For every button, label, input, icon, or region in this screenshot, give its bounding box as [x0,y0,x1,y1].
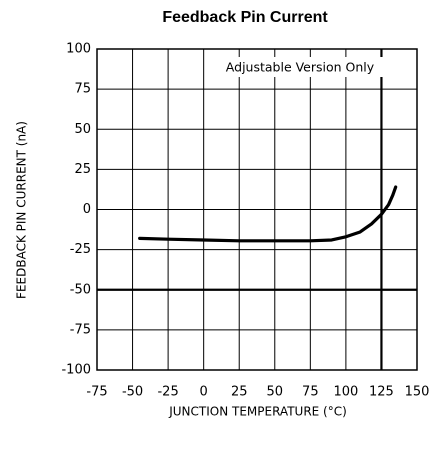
y-tick-label: 25 [74,162,91,177]
chart-title: Feedback Pin Current [162,9,328,26]
annotation-box [208,57,392,77]
x-tick-label: 100 [333,385,358,400]
y-tick-label: 0 [83,202,91,217]
x-tick-label: 25 [231,385,248,400]
x-tick-label: -50 [122,385,143,400]
y-tick-label: -75 [70,322,91,337]
y-axis-label: FEEDBACK PIN CURRENT (nA) [15,121,29,299]
y-tick-label: -50 [70,282,91,297]
data-line [138,185,398,243]
y-tick-label: 50 [74,122,91,137]
y-tick-label: 100 [66,42,91,57]
x-tick-label: 125 [369,385,394,400]
annotation: Adjustable Version Only [226,60,375,75]
x-tick-label: -25 [157,385,178,400]
x-tick-label: 150 [405,385,430,400]
y-tick-label: 75 [74,82,91,97]
x-tick-label: 75 [302,385,319,400]
x-axis-label: JUNCTION TEMPERATURE (°C) [168,405,347,419]
x-tick-label: 50 [267,385,284,400]
y-tick-label: -25 [70,242,91,257]
x-tick-label: 0 [200,385,208,400]
x-tick-label: -75 [86,385,107,400]
y-tick-label: -100 [61,363,91,378]
plot-frame [96,48,418,371]
